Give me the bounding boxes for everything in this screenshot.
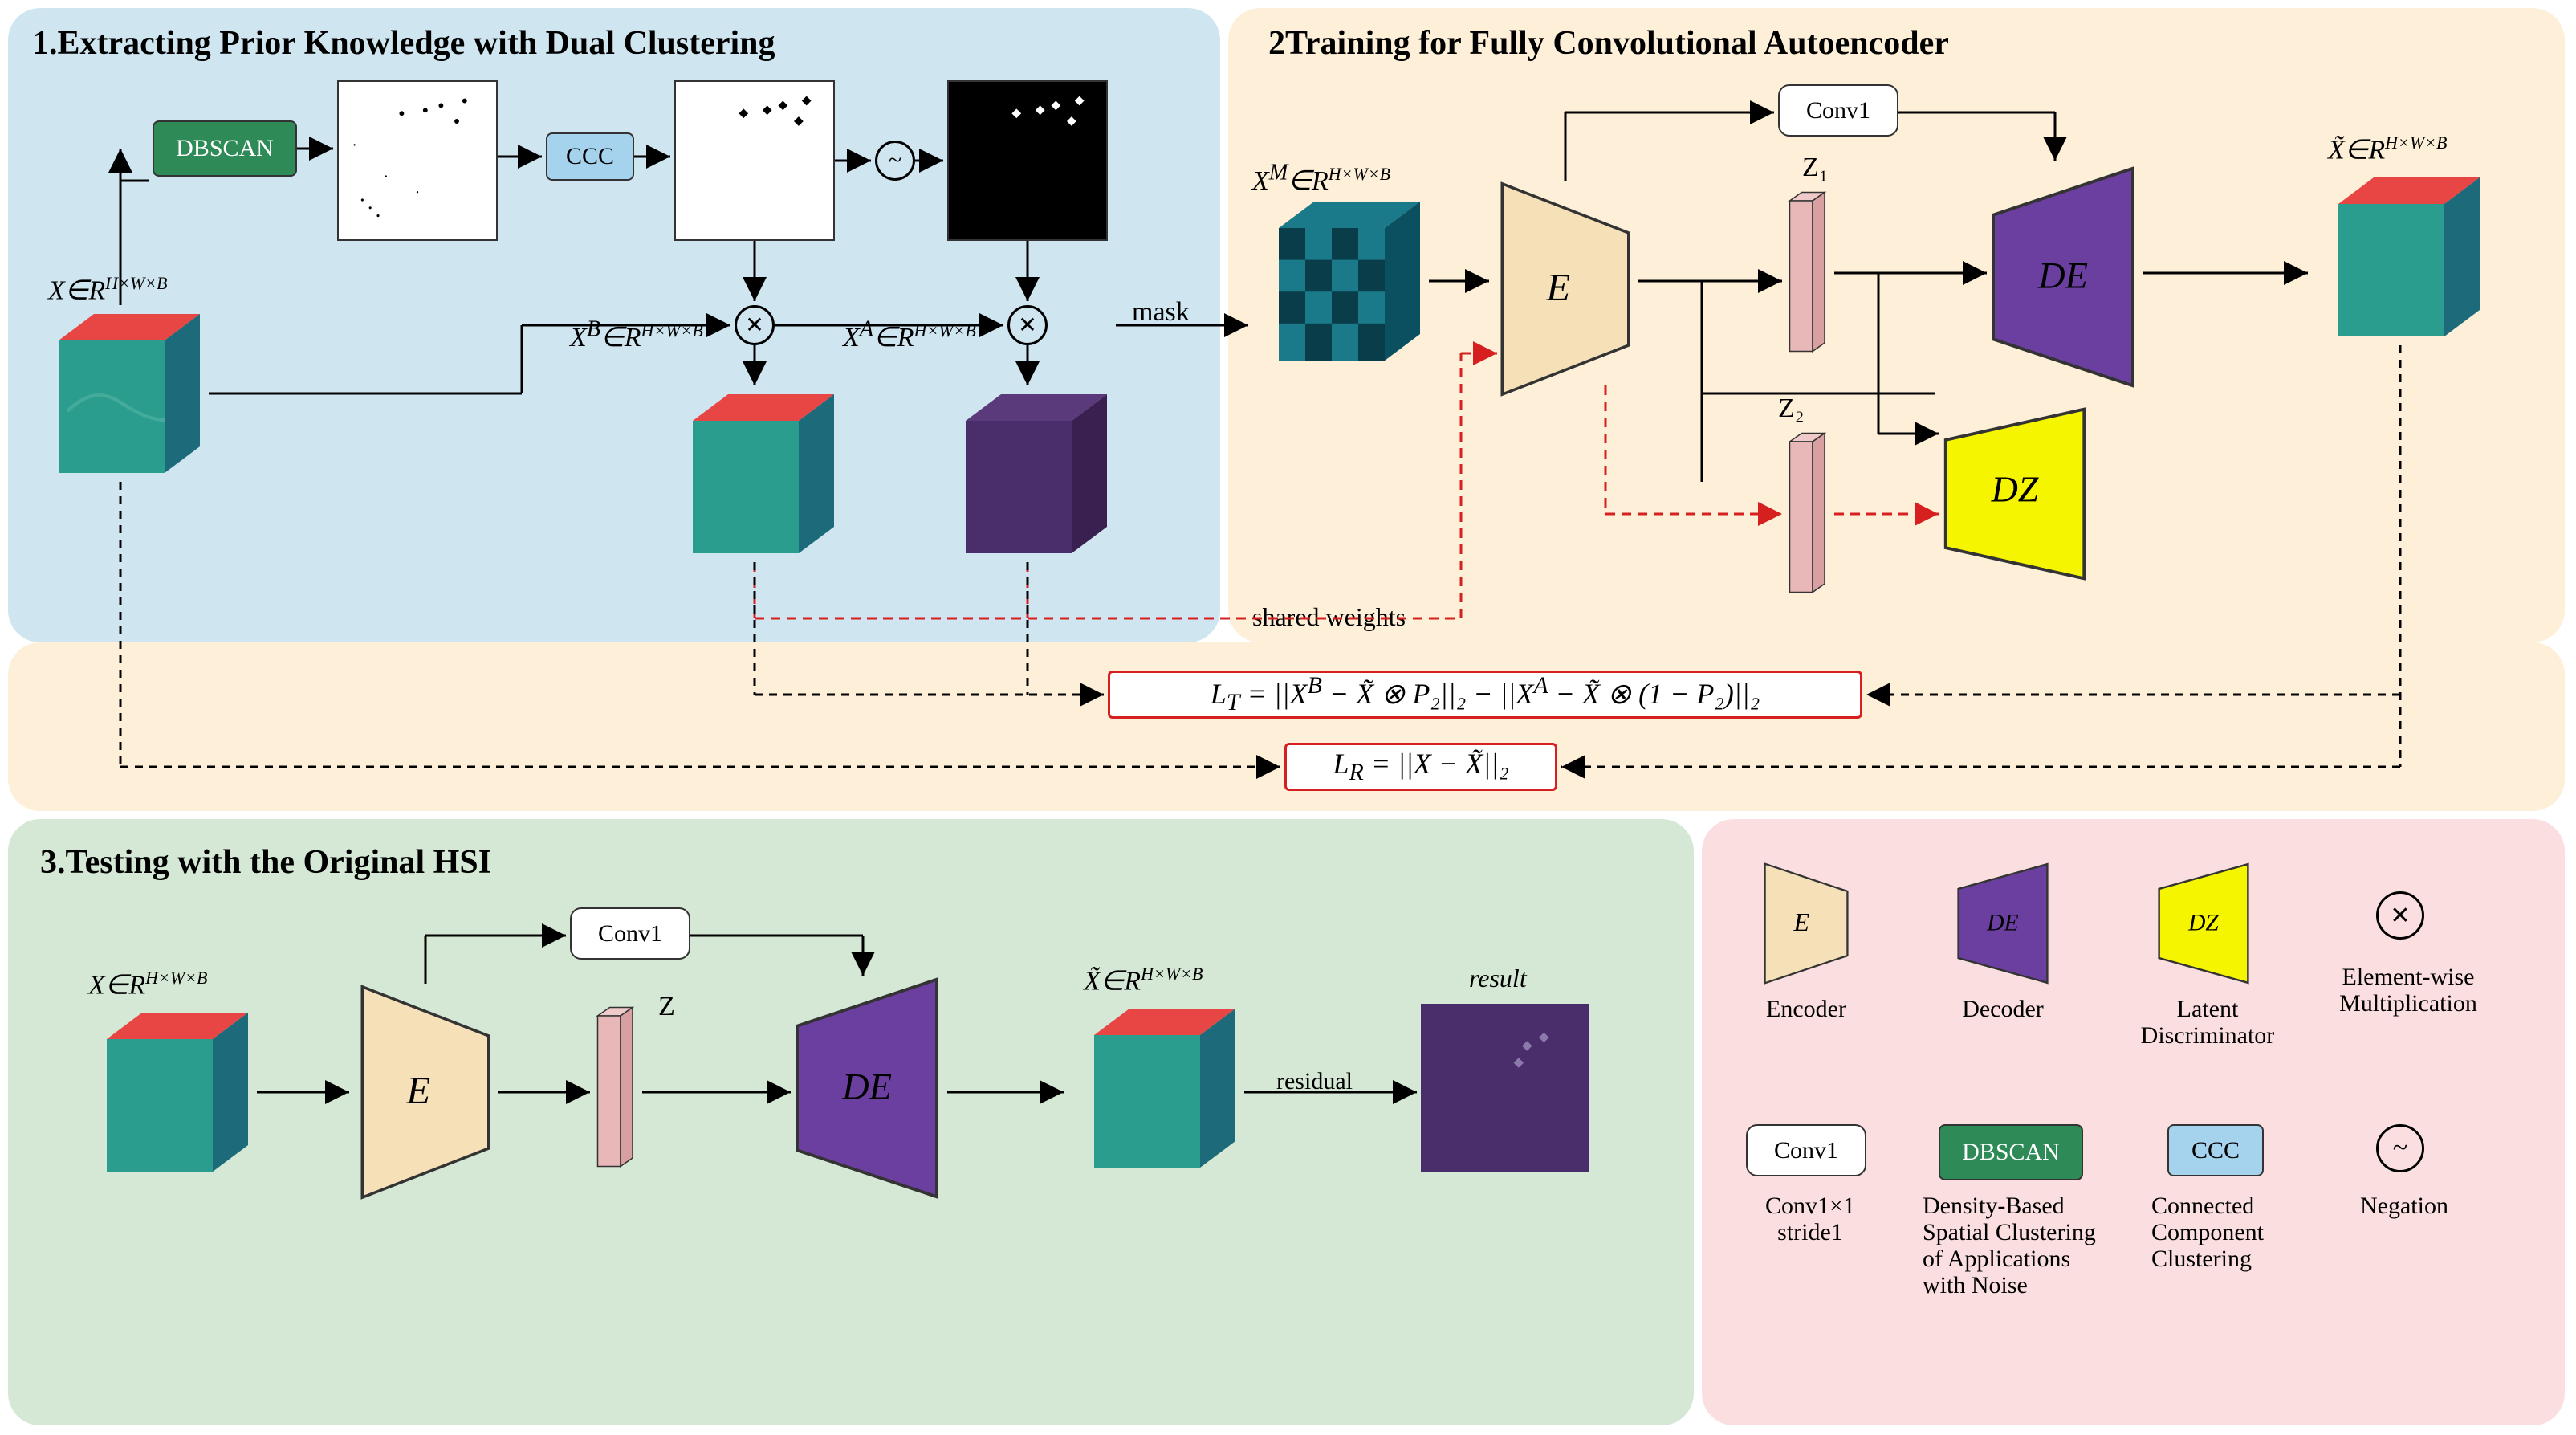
label-xtilde-p3: X̃∈RH×W×B [1084, 964, 1203, 997]
legend-neg-label: Negation [2344, 1192, 2464, 1219]
latent-discriminator-dz: DZ [1935, 402, 2095, 586]
block-ccc: CCC [546, 132, 634, 181]
label-xb: XB∈RH×W×B [570, 317, 703, 353]
label-x-input: X∈RH×W×B [48, 273, 168, 306]
label-xa: XA∈RH×W×B [843, 317, 976, 353]
cube-xb [666, 385, 843, 562]
latent-z-p3 [594, 996, 642, 1180]
legend-decoder-label: Decoder [1951, 996, 2055, 1022]
decoder-label: DE [2037, 256, 2088, 297]
svg-text:E: E [1793, 907, 1810, 936]
mult-circle-2-icon: ✕ [1007, 305, 1048, 345]
cube-input-p3 [80, 1004, 257, 1180]
legend-latent-label: Latent Discriminator [2135, 996, 2280, 1049]
legend-dbscan-desc: Density-Based Spatial Clustering of Appl… [1923, 1192, 2107, 1298]
block-conv1-p2: Conv1 [1778, 84, 1898, 137]
legend-decoder-icon: DE [1951, 859, 2055, 988]
cube-xtilde-p3 [1068, 1000, 1244, 1176]
img-result [1421, 1004, 1589, 1172]
encoder-e-p3: E [353, 980, 498, 1205]
cube-input-x [32, 305, 209, 482]
legend-dz-icon: DZ [2151, 859, 2256, 988]
decoder-de-p3: DE [787, 972, 947, 1205]
img-dbscan-output [337, 80, 498, 241]
block-dbscan: DBSCAN [153, 120, 297, 177]
title-panel-1: 1.Extracting Prior Knowledge with Dual C… [32, 24, 775, 63]
label-xm: XM∈RH×W×B [1252, 161, 1390, 197]
label-shared-weights: shared weights [1252, 602, 1406, 632]
label-residual: residual [1276, 1068, 1353, 1095]
label-z2: Z₂ [1778, 393, 1805, 424]
neg-circle-icon: ~ [875, 141, 915, 181]
mult-circle-1-icon: ✕ [735, 305, 775, 345]
img-inverted-mask [947, 80, 1108, 241]
latent-z2 [1786, 426, 1834, 602]
img-ccc-output [674, 80, 835, 241]
legend-ccc-icon: CCC [2167, 1124, 2264, 1176]
label-z1: Z₁ [1802, 153, 1829, 183]
label-xtilde-p2: X̃∈RH×W×B [2328, 132, 2448, 165]
dz-label: DZ [1991, 469, 2039, 510]
legend-encoder-icon: E [1758, 859, 1854, 988]
label-result: result [1469, 964, 1527, 993]
encoder-label: E [1545, 265, 1570, 309]
formula-lt: LT = ||XB − X̃ ⊗ P₂||₂ − ||XA − X̃ ⊗ (1 … [1108, 671, 1862, 719]
svg-text:DZ: DZ [2187, 911, 2219, 936]
block-conv1-p3: Conv1 [570, 907, 690, 960]
legend-mult-icon: ✕ [2376, 891, 2424, 940]
cube-xtilde-p2 [2312, 169, 2489, 345]
legend-conv1-desc: Conv1×1 stride1 [1730, 1192, 1890, 1245]
encoder-e-p2: E [1493, 177, 1638, 402]
title-panel-2: 2Training for Fully Convolutional Autoen… [1268, 24, 1949, 63]
decoder-de-p2: DE [1983, 161, 2143, 393]
svg-text:DE: DE [841, 1067, 892, 1108]
label-mask: mask [1132, 297, 1190, 328]
legend-mult-label: Element-wise Multiplication [2328, 964, 2489, 1017]
latent-z1 [1786, 185, 1834, 361]
cube-xa [939, 385, 1116, 562]
legend-dbscan-icon: DBSCAN [1939, 1124, 2083, 1180]
svg-text:E: E [405, 1068, 430, 1112]
legend-ccc-desc: Connected Component Clustering [2151, 1192, 2296, 1272]
legend-conv1-icon: Conv1 [1746, 1124, 1866, 1176]
label-x-p3: X∈RH×W×B [88, 968, 208, 1001]
cube-xm-masked [1252, 193, 1429, 369]
label-z-p3: Z [658, 992, 675, 1022]
legend-encoder-label: Encoder [1758, 996, 1854, 1022]
formula-lr: LR = ||X − X̃||₂ [1284, 743, 1557, 791]
legend-neg-icon: ~ [2376, 1124, 2424, 1172]
title-panel-3: 3.Testing with the Original HSI [40, 843, 491, 882]
svg-text:DE: DE [1986, 911, 2018, 936]
